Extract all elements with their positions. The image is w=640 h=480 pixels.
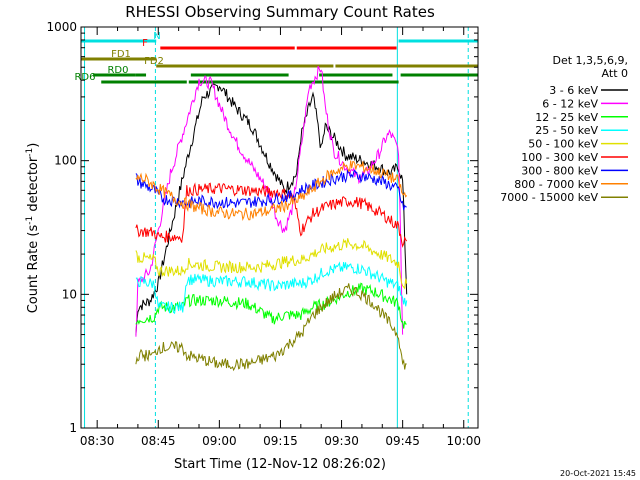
x-tick-label-4: 09:30 [324, 434, 359, 448]
y-tick-label-2: 100 [54, 154, 77, 168]
chart-title: RHESSI Observing Summary Count Rates [125, 3, 435, 21]
legend-label-0: 3 - 6 keV [549, 84, 598, 97]
status-label-n: N [153, 31, 160, 42]
series-line-8 [135, 283, 407, 372]
legend-label-3: 25 - 50 keV [535, 124, 598, 137]
legend-label-1: 6 - 12 keV [542, 97, 598, 110]
legend-label-2: 12 - 25 keV [535, 111, 598, 124]
status-label-fd2: FD2 [144, 56, 164, 67]
x-axis-label: Start Time (12-Nov-12 08:26:02) [174, 457, 386, 472]
y-axis-label-sup1: -1 [25, 216, 35, 225]
x-tick-label-0: 08:30 [80, 434, 115, 448]
series-line-5 [135, 182, 408, 248]
status-label-fd1: FD1 [111, 49, 131, 60]
x-tick-label-5: 09:45 [385, 434, 420, 448]
y-tick-label-0: 1 [69, 421, 77, 435]
status-label-rd6: RD6 [74, 72, 95, 83]
plot-frame [80, 26, 479, 429]
status-bars: NF FD1 FD2 RD0 RD6 [74, 31, 478, 84]
legend-label-6: 300 - 800 keV [521, 164, 598, 177]
y-axis-label-end: ) [26, 143, 41, 148]
y-axis-label-sup2: -1 [25, 148, 35, 157]
timestamp: 20-Oct-2021 15:45 [560, 469, 636, 478]
series-line-4 [135, 238, 408, 290]
series-line-3 [135, 261, 408, 315]
y-axis-label-main: Count Rate (s [26, 225, 41, 314]
axes: 1 10 100 1000 08:30 08:45 09:00 09:15 09:30 09:45… [46, 20, 481, 448]
y-axis-label-mid: detector [26, 156, 41, 216]
series-line-7 [135, 160, 408, 222]
series-group [135, 65, 408, 372]
legend-label-5: 100 - 300 keV [521, 151, 598, 164]
x-tick-label-6: 10:00 [446, 434, 481, 448]
legend-header-1: Det 1,3,5,6,9, [552, 54, 628, 67]
x-tick-label-2: 09:00 [202, 434, 237, 448]
x-tick-label-3: 09:15 [263, 434, 298, 448]
status-label-f: F [142, 38, 148, 49]
legend-label-7: 800 - 7000 keV [514, 178, 598, 191]
series-line-0 [135, 83, 408, 335]
y-tick-label-1: 10 [62, 287, 77, 301]
y-axis-label: Count Rate (s-1 detector-1) [25, 143, 41, 314]
y-tick-label-3: 1000 [46, 20, 77, 34]
x-tick-label-1: 08:45 [141, 434, 176, 448]
legend-label-8: 7000 - 15000 keV [500, 191, 598, 204]
legend-label-4: 50 - 100 keV [528, 138, 598, 151]
legend-header-2: Att 0 [602, 67, 628, 80]
status-label-rd0: RD0 [107, 65, 128, 76]
